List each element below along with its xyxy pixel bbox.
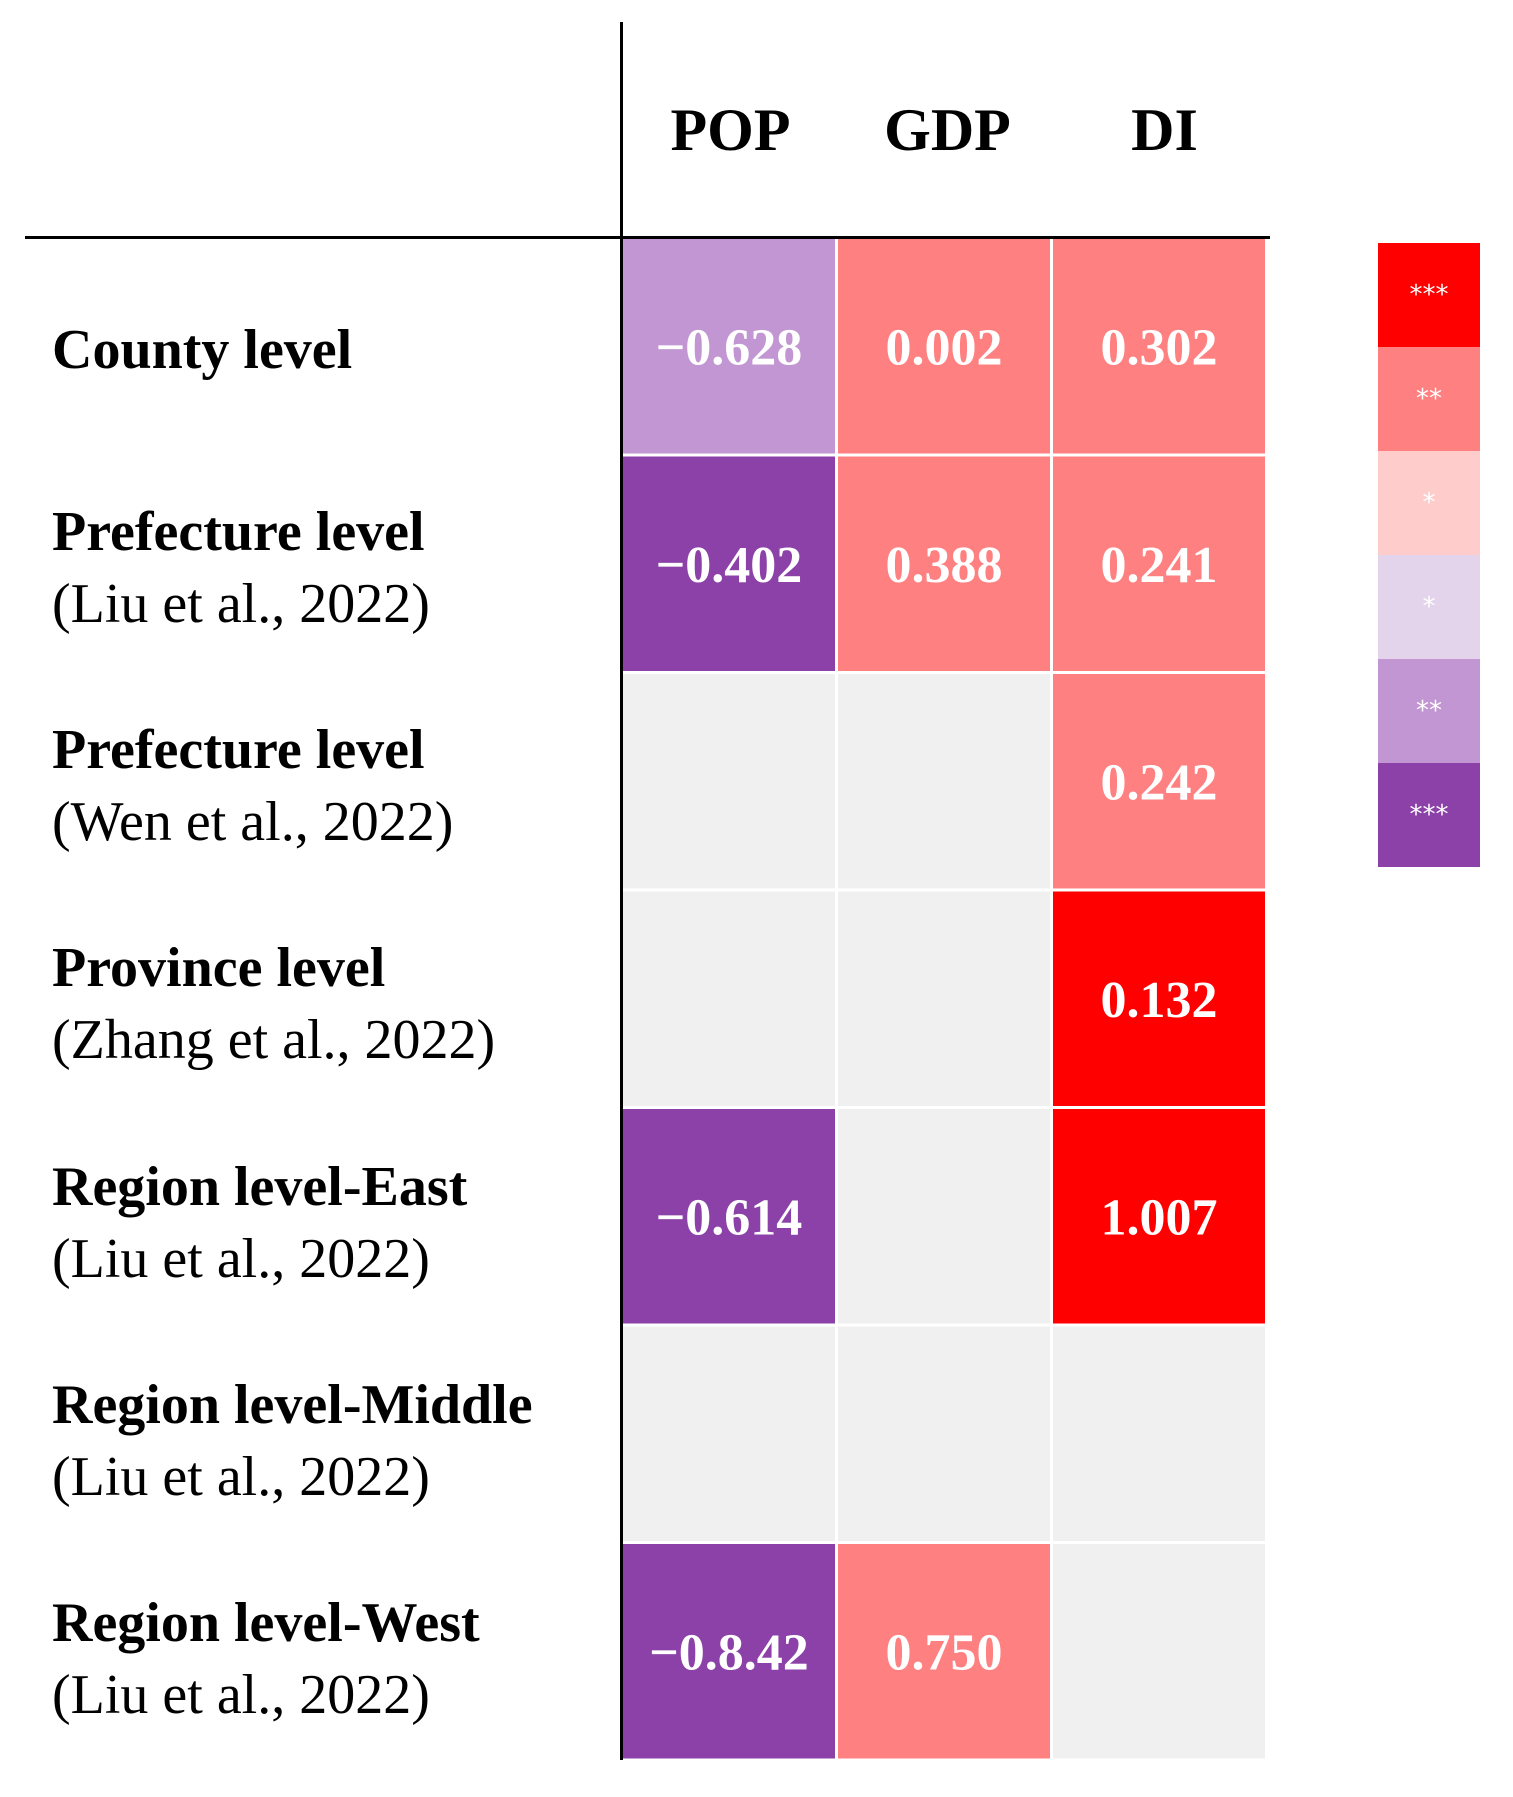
cell-value-label: 0.302 xyxy=(1101,319,1218,376)
row-label-prefecture-wen: Prefecture level (Wen et al., 2022) xyxy=(52,714,617,858)
row-label-prefecture-liu: Prefecture level (Liu et al., 2022) xyxy=(52,496,617,640)
legend-swatch-neg-3: *** xyxy=(1378,763,1480,867)
row-label-title: Region level-Middle xyxy=(52,1374,533,1436)
heatmap-cell-r6-di xyxy=(1053,1326,1265,1541)
row-label-title: Region level-West xyxy=(52,1592,480,1654)
heatmap-cell-r4-gdp xyxy=(838,891,1050,1106)
heatmap-cell-r2-gdp xyxy=(838,456,1050,671)
heatmap-cell-r6-gdp xyxy=(838,1326,1050,1541)
row-label-title: Prefecture level xyxy=(52,719,425,781)
heatmap-cell-r3-di xyxy=(1053,674,1265,889)
row-label-source: (Zhang et al., 2022) xyxy=(52,1009,496,1071)
row-label-title: Province level xyxy=(52,937,386,999)
row-label-region-east: Region level-East (Liu et al., 2022) xyxy=(52,1151,617,1295)
heatmap-cell-r1-pop xyxy=(623,239,835,454)
row-label-region-west: Region level-West (Liu et al., 2022) xyxy=(52,1587,617,1731)
row-label-source: (Liu et al., 2022) xyxy=(52,1664,430,1726)
row-label-title: Region level-East xyxy=(52,1156,468,1218)
cell-value-label: 0.242 xyxy=(1101,754,1218,811)
heatmap-cell-r1-di xyxy=(1053,239,1265,454)
heatmap-cell-r7-gdp xyxy=(838,1544,1050,1759)
header-divider xyxy=(25,236,1270,239)
column-header-gdp: GDP xyxy=(884,97,1011,163)
legend-swatch-neg-2: ** xyxy=(1378,659,1480,763)
cell-value-label: −0.614 xyxy=(656,1189,803,1246)
heatmap-cell-r1-gdp xyxy=(838,239,1050,454)
heatmap-cell-r5-gdp xyxy=(838,1109,1050,1324)
legend-swatch-pos-1: * xyxy=(1378,451,1480,555)
heatmap-cell-r7-pop xyxy=(623,1544,835,1759)
heatmap-cell-r2-pop xyxy=(623,456,835,671)
heatmap-cell-r4-pop xyxy=(623,891,835,1106)
vertical-divider xyxy=(620,22,623,1760)
legend-swatch-pos-3: *** xyxy=(1378,243,1480,347)
heatmap-cell-r6-pop xyxy=(623,1326,835,1541)
cell-value-label: 0.388 xyxy=(886,537,1003,594)
significance-legend: *** ** * * ** *** xyxy=(1378,243,1480,867)
cell-value-label: 0.241 xyxy=(1101,537,1218,594)
heatmap-cell-r3-gdp xyxy=(838,674,1050,889)
cell-value-label: −0.8.42 xyxy=(649,1624,809,1681)
row-label-source: (Liu et al., 2022) xyxy=(52,1446,430,1508)
heatmap-cell-r5-di xyxy=(1053,1109,1265,1324)
legend-swatch-neg-1: * xyxy=(1378,555,1480,659)
row-label-source: (Wen et al., 2022) xyxy=(52,791,454,853)
row-label-title: County level xyxy=(52,319,353,381)
row-label-region-middle: Region level-Middle (Liu et al., 2022) xyxy=(52,1369,617,1513)
cell-value-label: 0.002 xyxy=(886,319,1003,376)
cell-value-label: 0.750 xyxy=(886,1624,1003,1681)
legend-swatch-pos-2: ** xyxy=(1378,347,1480,451)
heatmap-cell-r4-di xyxy=(1053,891,1265,1106)
row-label-province: Province level (Zhang et al., 2022) xyxy=(52,932,617,1076)
row-label-source: (Liu et al., 2022) xyxy=(52,573,430,635)
heatmap-cell-r3-pop xyxy=(623,674,835,889)
heatmap-cell-r7-di xyxy=(1053,1544,1265,1759)
cell-value-label: 1.007 xyxy=(1101,1189,1218,1246)
row-label-county: County level xyxy=(52,314,617,386)
cell-value-label: −0.402 xyxy=(656,537,803,594)
heatmap-cell-r5-pop xyxy=(623,1109,835,1324)
column-header-pop: POP xyxy=(670,97,791,163)
cell-value-label: 0.132 xyxy=(1101,972,1218,1029)
row-label-title: Prefecture level xyxy=(52,501,425,563)
column-header-di: DI xyxy=(1131,97,1198,163)
cell-value-label: −0.628 xyxy=(656,319,803,376)
heatmap-cell-r2-di xyxy=(1053,456,1265,671)
row-label-source: (Liu et al., 2022) xyxy=(52,1228,430,1290)
